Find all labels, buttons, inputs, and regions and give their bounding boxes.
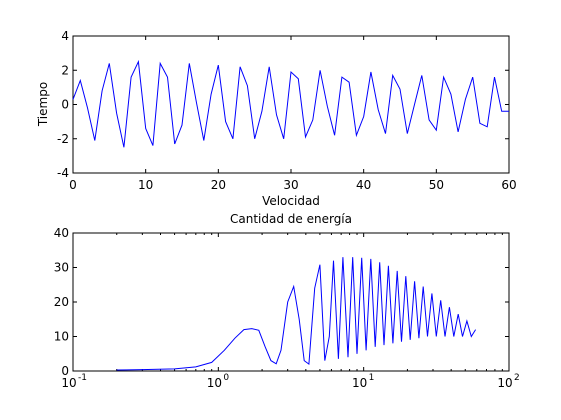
top-x-tick-label: 0 — [69, 178, 77, 192]
top-y-tick-label: -2 — [57, 132, 69, 146]
bottom-y-tick-label: 10 — [54, 330, 69, 344]
bottom-series-line — [116, 257, 477, 371]
top-chart: 0 10 20 30 40 50 60 -4 -2 0 2 4 Velocidad Tiempo — [36, 29, 517, 208]
bottom-chart: Cantidad de energía 10 -1 10 0 10 1 10 20102030… — [54, 212, 520, 390]
bottom-y-tick-label: 20 — [54, 295, 69, 309]
bottom-x-tick-exponent: -1 — [78, 373, 87, 383]
bottom-x-tick-label: 10 — [61, 376, 76, 390]
bottom-x-tick-label: 10 — [352, 376, 367, 390]
top-y-tick-label: -4 — [57, 166, 69, 180]
bottom-chart-title: Cantidad de energía — [230, 212, 352, 226]
top-x-tick-label: 20 — [211, 178, 226, 192]
top-plot-frame — [72, 35, 510, 174]
bottom-x-tick-exponent: 2 — [514, 373, 520, 383]
top-x-axis-label: Velocidad — [262, 194, 320, 208]
top-y-tick-label: 0 — [61, 98, 69, 112]
top-x-tick-label: 50 — [429, 178, 444, 192]
top-y-axis-label: Tiempo — [36, 82, 50, 127]
bottom-x-tick-exponent: 1 — [369, 373, 375, 383]
top-x-tick-label: 60 — [501, 178, 516, 192]
bottom-y-tick-label: 30 — [54, 261, 69, 275]
top-series-line — [72, 59, 509, 148]
bottom-x-tick-label: 10 — [207, 376, 222, 390]
top-x-tick-label: 40 — [356, 178, 371, 192]
top-ticks: 0 10 20 30 40 50 60 -4 -2 0 2 4 — [57, 29, 517, 192]
bottom-y-tick-label: 0 — [61, 364, 69, 378]
bottom-plot-frame — [72, 232, 510, 372]
top-x-tick-label: 10 — [138, 178, 153, 192]
top-x-tick-label: 30 — [283, 178, 298, 192]
bottom-x-tick-exponent: 0 — [223, 373, 229, 383]
top-y-tick-label: 2 — [61, 63, 69, 77]
bottom-x-tick-label: 10 — [497, 376, 512, 390]
top-y-tick-label: 4 — [61, 29, 69, 43]
bottom-y-tick-label: 40 — [54, 226, 69, 240]
